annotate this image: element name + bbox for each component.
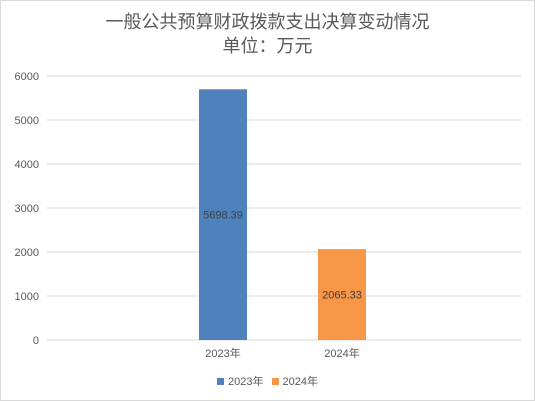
data-label-1: 5698.39 <box>203 210 243 222</box>
chart-title: 一般公共预算财政拨款支出决算变动情况 <box>105 12 430 33</box>
bar-1 <box>199 89 247 340</box>
y-tick-label-4000: 4000 <box>15 159 39 171</box>
y-tick-label-6000: 6000 <box>15 71 39 83</box>
y-tick-label-5000: 5000 <box>15 115 39 127</box>
y-tick-label-1000: 1000 <box>15 291 39 303</box>
x-tick-label-1: 2023年 <box>205 346 240 360</box>
data-label-2: 2065.33 <box>322 290 362 302</box>
legend-item-2023: 2023年 <box>217 373 264 389</box>
legend-label-2024: 2024年 <box>282 376 318 388</box>
y-tick-label-3000: 3000 <box>15 203 39 215</box>
legend-item-2024: 2024年 <box>271 373 318 389</box>
legend-swatch-2023 <box>217 377 225 385</box>
chart-subtitle: 单位：万元 <box>222 36 313 57</box>
x-tick-label-2: 2024年 <box>324 346 359 360</box>
bar-2 <box>318 249 366 340</box>
legend-swatch-2024 <box>271 377 279 385</box>
y-tick-label-2000: 2000 <box>15 247 39 259</box>
chart-legend: 2023年 2024年 <box>1 373 534 389</box>
y-tick-label-0: 0 <box>33 335 39 347</box>
legend-label-2023: 2023年 <box>228 376 264 388</box>
